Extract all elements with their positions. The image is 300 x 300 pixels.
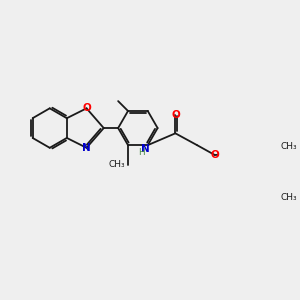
Text: CH₃: CH₃ xyxy=(281,142,298,151)
Text: O: O xyxy=(171,110,180,120)
Text: CH₃: CH₃ xyxy=(281,194,298,202)
Text: N: N xyxy=(141,144,150,154)
Text: H: H xyxy=(139,148,145,157)
Text: O: O xyxy=(211,150,219,160)
Text: CH₃: CH₃ xyxy=(109,160,125,169)
Text: N: N xyxy=(82,143,91,153)
Text: O: O xyxy=(82,103,91,113)
